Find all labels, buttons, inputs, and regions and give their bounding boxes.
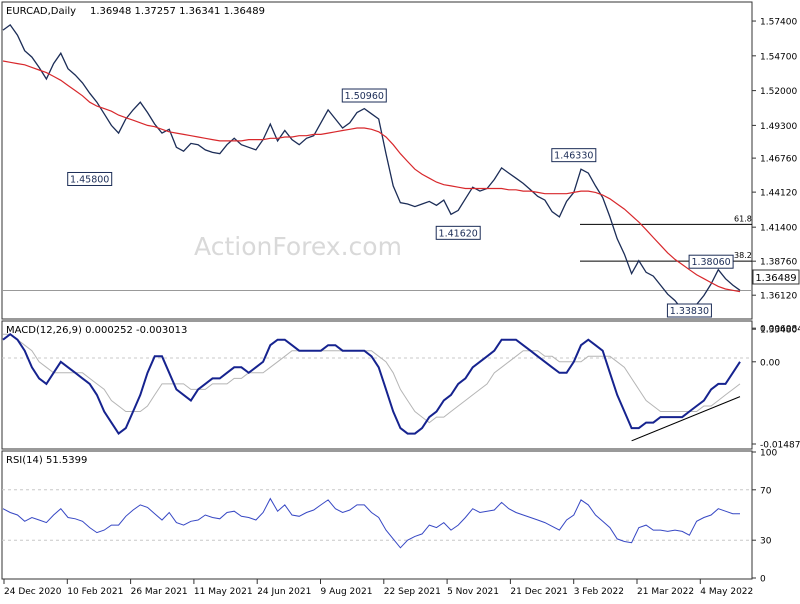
annotation-box bbox=[341, 88, 387, 103]
macd-y-tick-label: 0.006084 bbox=[760, 325, 800, 335]
rsi-y-tick-label: 100 bbox=[760, 449, 777, 459]
x-tick-label: 4 May 2022 bbox=[700, 587, 753, 597]
price-y-axis: 1.57400 1.54700 1.52000 1.49300 1.46760 1.441… bbox=[752, 18, 797, 336]
x-tick-label: 5 Nov 2021 bbox=[447, 587, 499, 597]
annotation-box bbox=[435, 225, 481, 240]
price-y-tick-label: 1.52000 bbox=[760, 87, 797, 97]
x-tick-label: 21 Dec 2021 bbox=[510, 587, 568, 597]
annotation-label: 1.50960 bbox=[345, 91, 384, 102]
price-header-instrument: EURCAD,Daily bbox=[6, 6, 76, 17]
price-y-tick-label: 1.38760 bbox=[760, 258, 797, 268]
rsi-levels bbox=[2, 489, 752, 541]
last-price-label: 1.36489 bbox=[755, 273, 796, 284]
moving-average-series bbox=[2, 60, 741, 293]
price-annotations: 1.45800 1.50960 1.41620 1.46330 1.38060 1.338… bbox=[67, 88, 734, 318]
macd-panel-frame bbox=[1, 320, 753, 450]
annotation-box bbox=[551, 148, 597, 163]
x-tick-label: 26 Mar 2021 bbox=[131, 587, 188, 597]
price-y-tick-label: 1.36120 bbox=[760, 292, 797, 302]
annotation-label: 1.46330 bbox=[554, 151, 593, 162]
rsi-series bbox=[2, 497, 740, 549]
price-line-series bbox=[2, 23, 741, 318]
price-y-tick-label: 1.41400 bbox=[760, 224, 797, 234]
price-y-tick-label: 1.46760 bbox=[760, 155, 797, 165]
rsi-y-axis: 100 70 30 0 bbox=[752, 449, 777, 585]
macd-y-tick-label: 0.00 bbox=[760, 358, 780, 368]
price-y-tick-label: 1.57400 bbox=[760, 18, 797, 28]
macd-y-axis: 0.006084 0.00 -0.014876 bbox=[752, 325, 800, 450]
macd-y-tick-label: -0.014876 bbox=[760, 440, 800, 450]
fib-levels: 61.8 38.2 bbox=[580, 214, 752, 262]
x-tick-label: 11 May 2021 bbox=[194, 587, 253, 597]
price-y-tick-label: 1.33480 bbox=[760, 326, 797, 336]
fib-level-label: 38.2 bbox=[734, 251, 752, 260]
x-tick-label: 9 Aug 2021 bbox=[321, 587, 373, 597]
price-y-tick-label: 1.49300 bbox=[760, 122, 797, 132]
macd-trendline bbox=[631, 396, 741, 442]
rsi-y-tick-label: 0 bbox=[760, 575, 766, 585]
rsi-y-tick-label: 70 bbox=[760, 486, 772, 496]
annotation-label: 1.45800 bbox=[70, 174, 109, 185]
annotation-label: 1.41620 bbox=[439, 228, 478, 239]
price-y-tick-label: 1.54700 bbox=[760, 52, 797, 62]
last-price-badge: 1.36489 bbox=[752, 269, 800, 285]
price-y-tick-label: 1.44120 bbox=[760, 189, 797, 199]
x-tick-label: 3 Feb 2022 bbox=[574, 587, 624, 597]
x-tick-label: 24 Dec 2020 bbox=[4, 587, 62, 597]
x-tick-label: 10 Feb 2021 bbox=[67, 587, 123, 597]
macd-series bbox=[2, 332, 741, 436]
x-tick-label: 22 Sep 2021 bbox=[384, 587, 441, 597]
rsi-panel-frame bbox=[1, 450, 753, 580]
macd-label: MACD(12,26,9) 0.000252 -0.003013 bbox=[6, 325, 187, 336]
annotation-box bbox=[666, 303, 712, 318]
price-panel-frame bbox=[1, 1, 753, 320]
x-tick-label: 21 Mar 2022 bbox=[637, 587, 694, 597]
fib-level-label: 61.8 bbox=[734, 214, 752, 223]
annotation-label: 1.33830 bbox=[670, 306, 709, 317]
macd-signal-series bbox=[3, 333, 741, 424]
x-axis: 24 Dec 2020 10 Feb 2021 26 Mar 2021 11 May … bbox=[3, 579, 753, 597]
price-header-ohlc: 1.36948 1.37257 1.36341 1.36489 bbox=[90, 6, 265, 17]
rsi-label: RSI(14) 51.5399 bbox=[6, 455, 87, 466]
x-tick-label: 24 Jun 2021 bbox=[257, 587, 311, 597]
rsi-y-tick-label: 30 bbox=[760, 537, 772, 547]
annotation-box bbox=[67, 171, 113, 186]
annotation-box bbox=[688, 254, 734, 269]
annotation-label: 1.38060 bbox=[691, 257, 730, 268]
watermark: ActionForex.com bbox=[194, 232, 402, 261]
